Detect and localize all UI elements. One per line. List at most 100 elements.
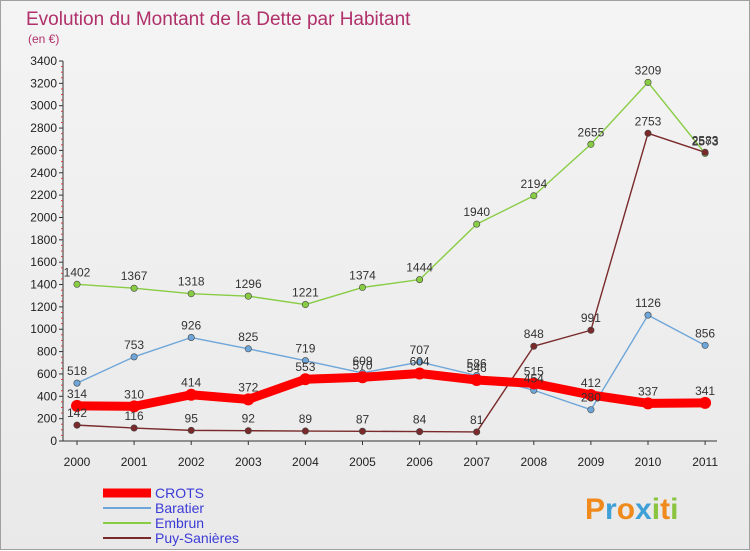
legend-label: CROTS — [155, 485, 204, 501]
x-tick-label: 2001 — [121, 455, 148, 469]
data-label: 89 — [299, 412, 313, 426]
y-tick-label: 0 — [50, 434, 57, 448]
data-label: 142 — [67, 406, 87, 420]
data-label: 337 — [638, 384, 658, 398]
data-label: 1367 — [121, 269, 148, 283]
y-tick-label: 3000 — [30, 99, 57, 113]
data-label: 1126 — [635, 296, 661, 310]
data-label: 372 — [238, 380, 258, 394]
legend-label: Puy-Sanières — [155, 530, 239, 546]
data-label: 1940 — [463, 205, 490, 219]
series-line-puy-sani-res — [76, 132, 706, 433]
data-point — [130, 284, 138, 292]
data-point — [130, 424, 138, 432]
data-label: 1374 — [349, 268, 376, 282]
x-tick-label: 2011 — [692, 455, 718, 469]
data-label: 546 — [467, 361, 487, 375]
data-point — [642, 397, 654, 410]
data-label: 1444 — [406, 261, 433, 275]
y-tick-label: 2800 — [30, 121, 57, 135]
data-label: 1318 — [178, 275, 205, 289]
data-label: 92 — [242, 412, 256, 426]
series-line-crots — [72, 368, 710, 411]
y-tick-label: 1200 — [30, 300, 57, 314]
data-point — [584, 388, 597, 401]
data-label: 991 — [581, 311, 601, 325]
series-layer — [71, 78, 712, 436]
data-label: 753 — [124, 338, 144, 352]
x-tick-label: 2000 — [64, 455, 91, 469]
data-label: 2573 — [692, 134, 719, 148]
data-point — [587, 140, 595, 148]
logo-letter: t — [660, 493, 670, 526]
x-tick-label: 2003 — [235, 455, 262, 469]
data-point — [530, 192, 538, 200]
x-tick-label: 2004 — [292, 455, 319, 469]
x-tick-label: 2009 — [578, 455, 605, 469]
legend-label: Embrun — [155, 515, 204, 531]
data-point — [73, 379, 81, 387]
data-label: 3209 — [635, 63, 662, 77]
data-point — [358, 283, 366, 291]
data-label: 95 — [185, 411, 199, 425]
data-label: 81 — [470, 413, 484, 427]
data-label: 609 — [352, 354, 372, 368]
data-label: 586 — [467, 357, 487, 371]
data-label: 856 — [695, 326, 715, 340]
data-label: 87 — [356, 412, 370, 426]
data-label: 314 — [67, 387, 87, 401]
data-label: 84 — [413, 413, 427, 427]
data-point — [416, 428, 424, 436]
y-tick-label: 2600 — [30, 143, 57, 157]
data-label: 848 — [524, 327, 544, 341]
data-point — [242, 393, 255, 406]
data-point — [644, 78, 652, 86]
y-tick-label: 3200 — [30, 76, 57, 90]
data-point — [587, 326, 595, 334]
data-label: 310 — [124, 387, 144, 401]
data-label: 515 — [524, 364, 544, 378]
data-labels: 518 753 926 825 719 609 707 586 454 280 1126 856 140… — [64, 63, 719, 427]
legend-label: Baratier — [155, 500, 204, 516]
data-point — [358, 427, 366, 435]
axes: 0 200 400 600 800 1000 1200 1400 1600 1800 2000 220… — [30, 54, 718, 469]
data-point — [644, 129, 652, 137]
x-tick-label: 2008 — [520, 455, 547, 469]
y-tick-label: 2000 — [30, 210, 57, 224]
data-point — [73, 280, 81, 288]
data-point — [644, 311, 652, 319]
logo-letter: o — [617, 493, 635, 526]
logo-letter: r — [605, 493, 617, 526]
data-point — [356, 371, 369, 384]
data-label: 825 — [238, 330, 258, 344]
y-tick-label: 400 — [37, 389, 57, 403]
data-point — [130, 353, 138, 361]
y-tick-label: 1600 — [30, 255, 57, 269]
data-point — [701, 341, 709, 349]
data-point — [244, 427, 252, 435]
data-point — [244, 345, 252, 353]
data-point — [699, 396, 712, 409]
data-point — [299, 373, 312, 386]
series-line-embrun — [76, 81, 706, 306]
data-label: 926 — [181, 319, 201, 333]
y-tick-label: 1000 — [30, 322, 57, 336]
data-point — [187, 290, 195, 298]
data-label: 553 — [295, 360, 315, 374]
x-tick-label: 2006 — [406, 455, 433, 469]
data-point — [187, 334, 195, 342]
data-label: 414 — [181, 376, 201, 390]
data-label: 2753 — [635, 114, 662, 128]
data-point — [128, 400, 141, 413]
data-point — [244, 292, 252, 300]
data-label: 116 — [125, 409, 144, 423]
logo-letter: P — [585, 493, 605, 526]
data-point — [587, 406, 595, 414]
y-tick-label: 3400 — [30, 54, 57, 68]
logo-letter: i — [670, 493, 678, 526]
x-tick-label: 2007 — [463, 455, 490, 469]
y-tick-label: 2200 — [30, 188, 57, 202]
